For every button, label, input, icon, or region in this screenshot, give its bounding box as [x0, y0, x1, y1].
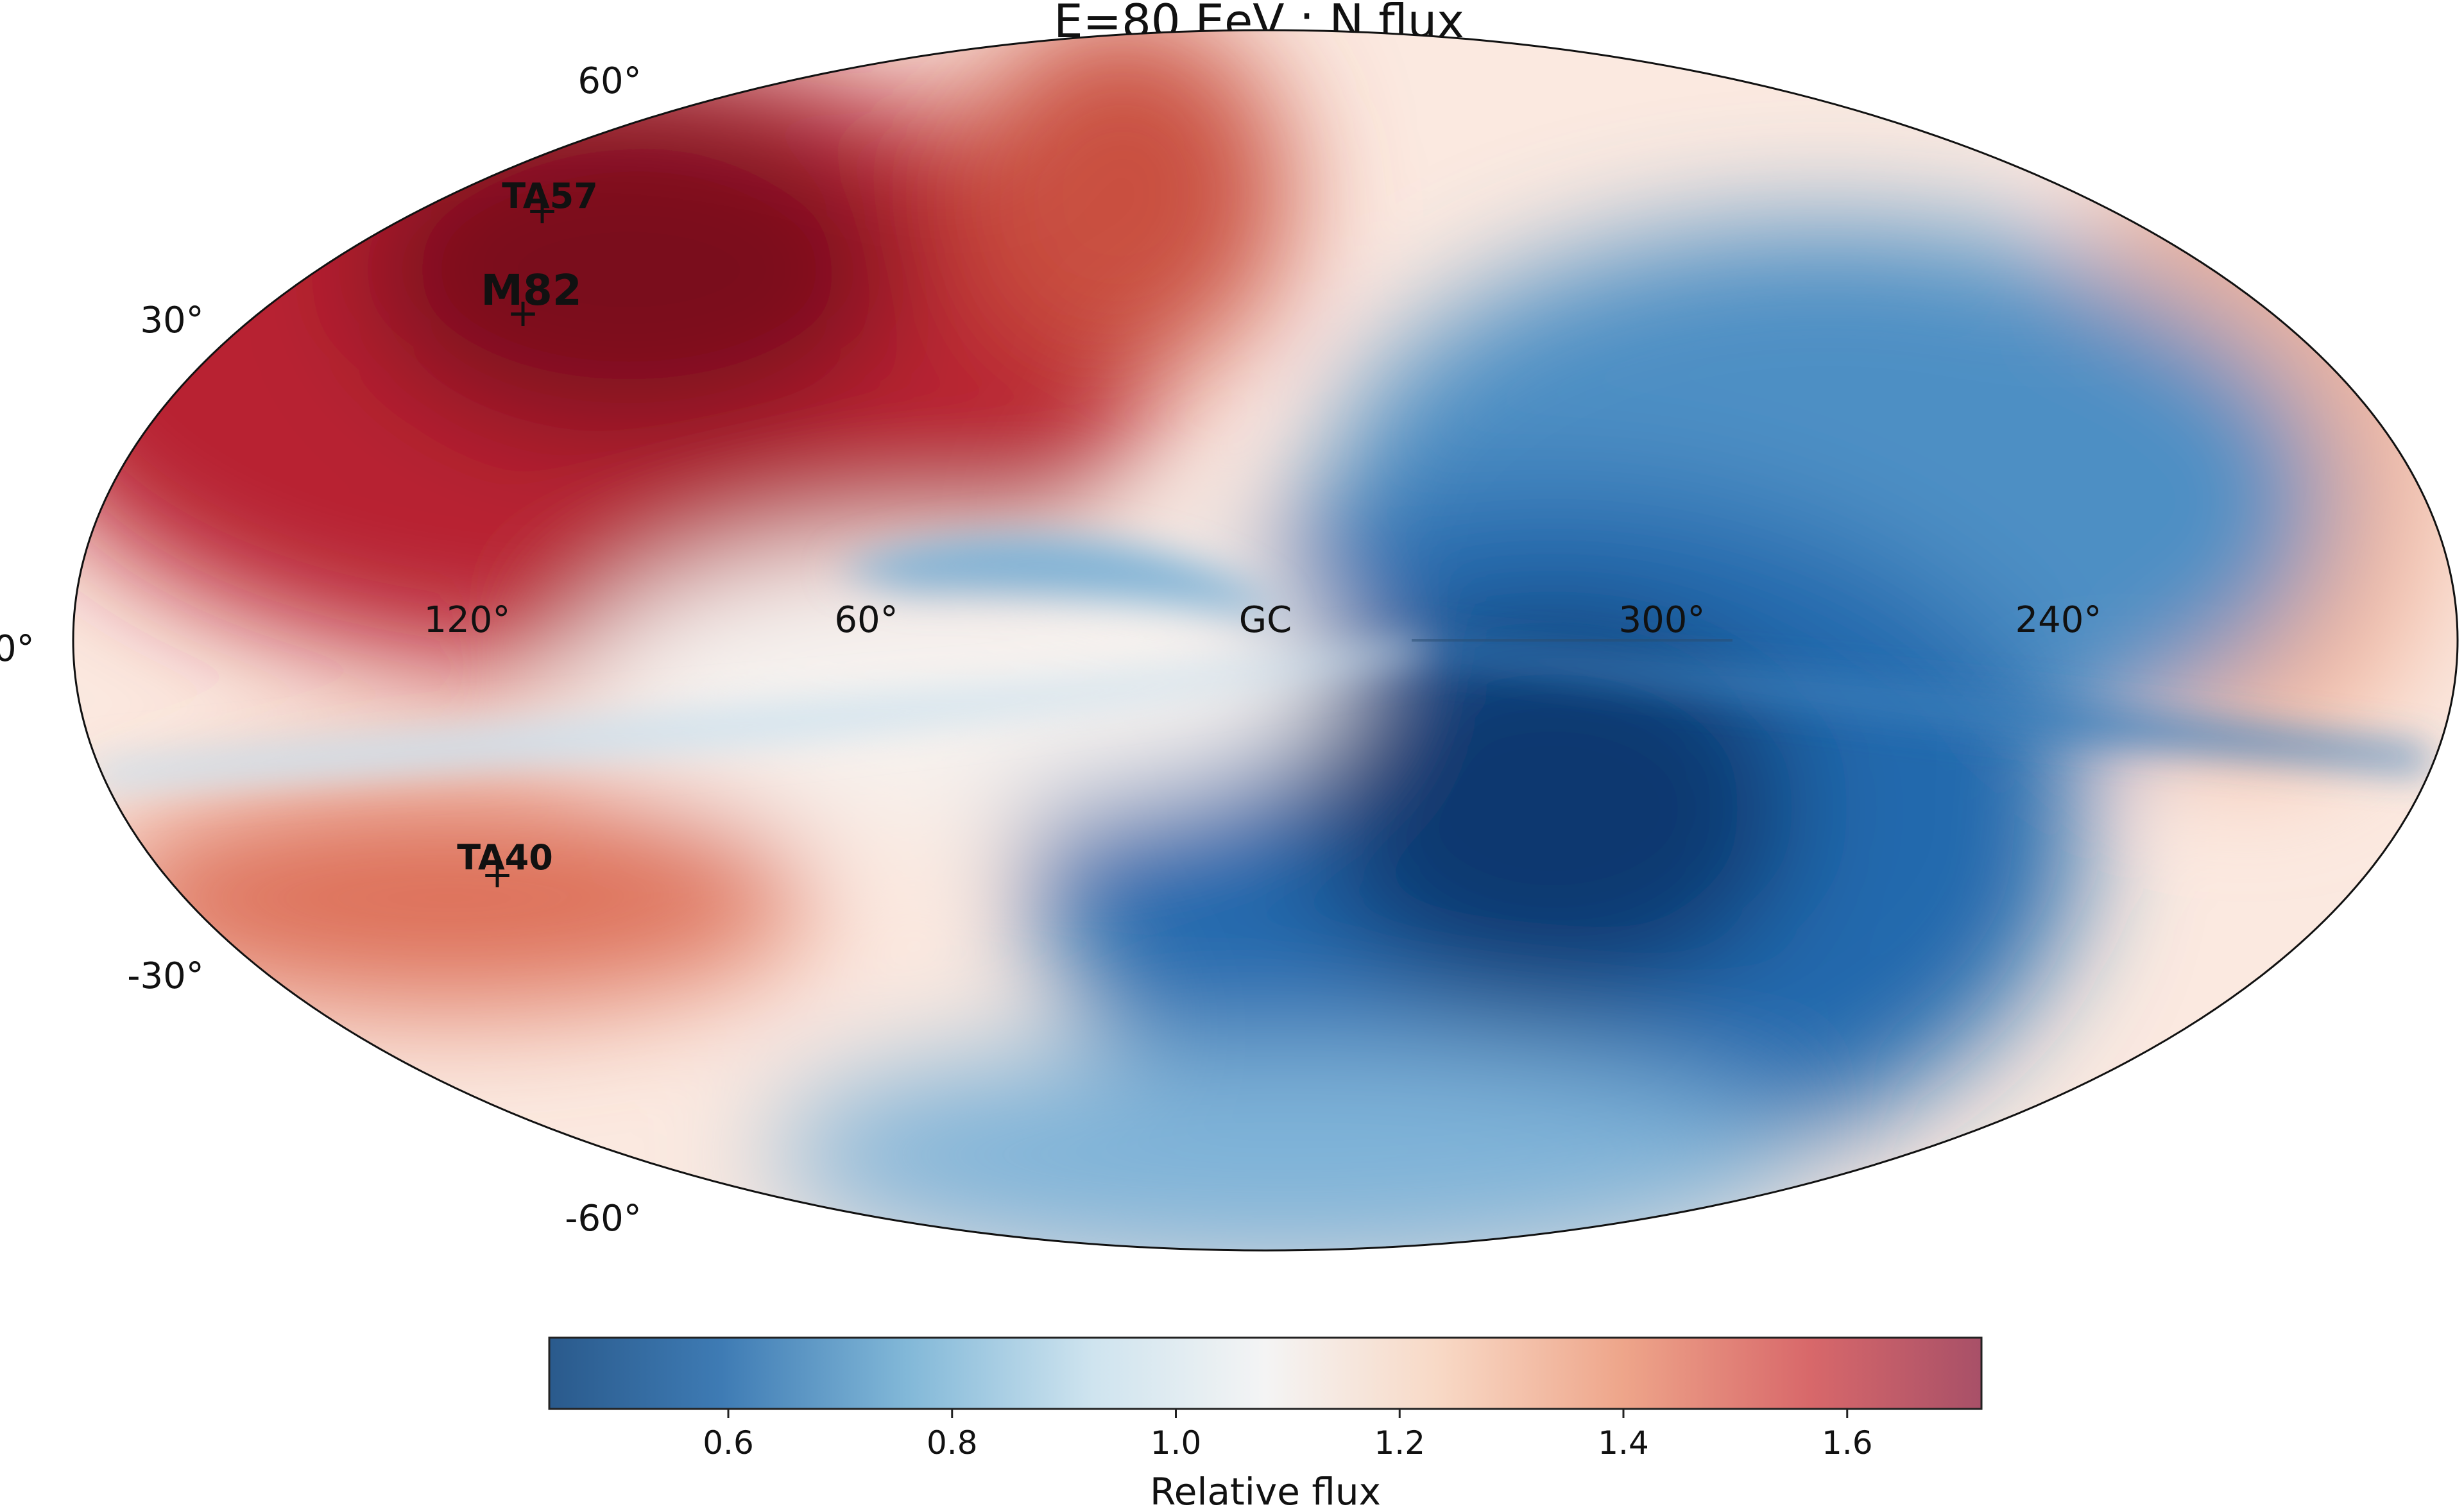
map-boundary	[72, 29, 2459, 1252]
lat-label-60: 60°	[578, 60, 641, 102]
colorbar-tick-label: 1.6	[1822, 1424, 1873, 1462]
source-label-ta40: TA40	[457, 837, 553, 878]
source-cross-m82: +	[507, 291, 539, 336]
plane-blue-streak	[90, 642, 1476, 789]
lon-label-edge: 0°	[0, 628, 35, 670]
lon-label-gc: GC	[1239, 599, 1292, 641]
source-markers: TA57 + M82 + TA40 +	[457, 176, 598, 897]
lat-label-30: 30°	[140, 300, 203, 341]
plane-east-streak	[1412, 642, 2432, 770]
source-cross-ta40: +	[481, 852, 513, 897]
red-lobe-core	[359, 103, 898, 436]
blue-south-rim	[770, 1039, 1797, 1250]
blue-core	[1309, 616, 1797, 1001]
colorbar-tick-label: 0.6	[703, 1424, 754, 1462]
source-cross-ta57: +	[526, 188, 558, 233]
colorbar	[548, 1336, 1983, 1410]
colorbar-ticks: 0.6 0.8 1.0 1.2 1.4 1.6	[703, 1409, 1873, 1462]
red-east-strip	[956, 30, 1290, 372]
lon-label-240: 240°	[2015, 599, 2102, 641]
lat-label-minus60: -60°	[565, 1198, 641, 1240]
lon-label-300: 300°	[1619, 599, 1706, 641]
lon-label-120: 120°	[424, 599, 511, 641]
lon-label-60: 60°	[834, 599, 898, 641]
colorbar-tick-label: 1.2	[1374, 1424, 1425, 1462]
source-label-ta57: TA57	[502, 176, 598, 216]
colorbar-tick-label: 1.4	[1598, 1424, 1649, 1462]
source-label-m82: M82	[481, 266, 582, 315]
lat-label-minus30: -30°	[127, 955, 203, 997]
light-band-center	[578, 533, 1348, 815]
red-lobe-south	[90, 789, 809, 1007]
swirl-feature	[834, 536, 1283, 616]
colorbar-label: Relative flux	[1150, 1470, 1381, 1509]
colorbar-tick-label: 1.0	[1151, 1424, 1202, 1462]
colorbar-tick-label: 0.8	[927, 1424, 978, 1462]
flux-structures	[90, 536, 2432, 789]
